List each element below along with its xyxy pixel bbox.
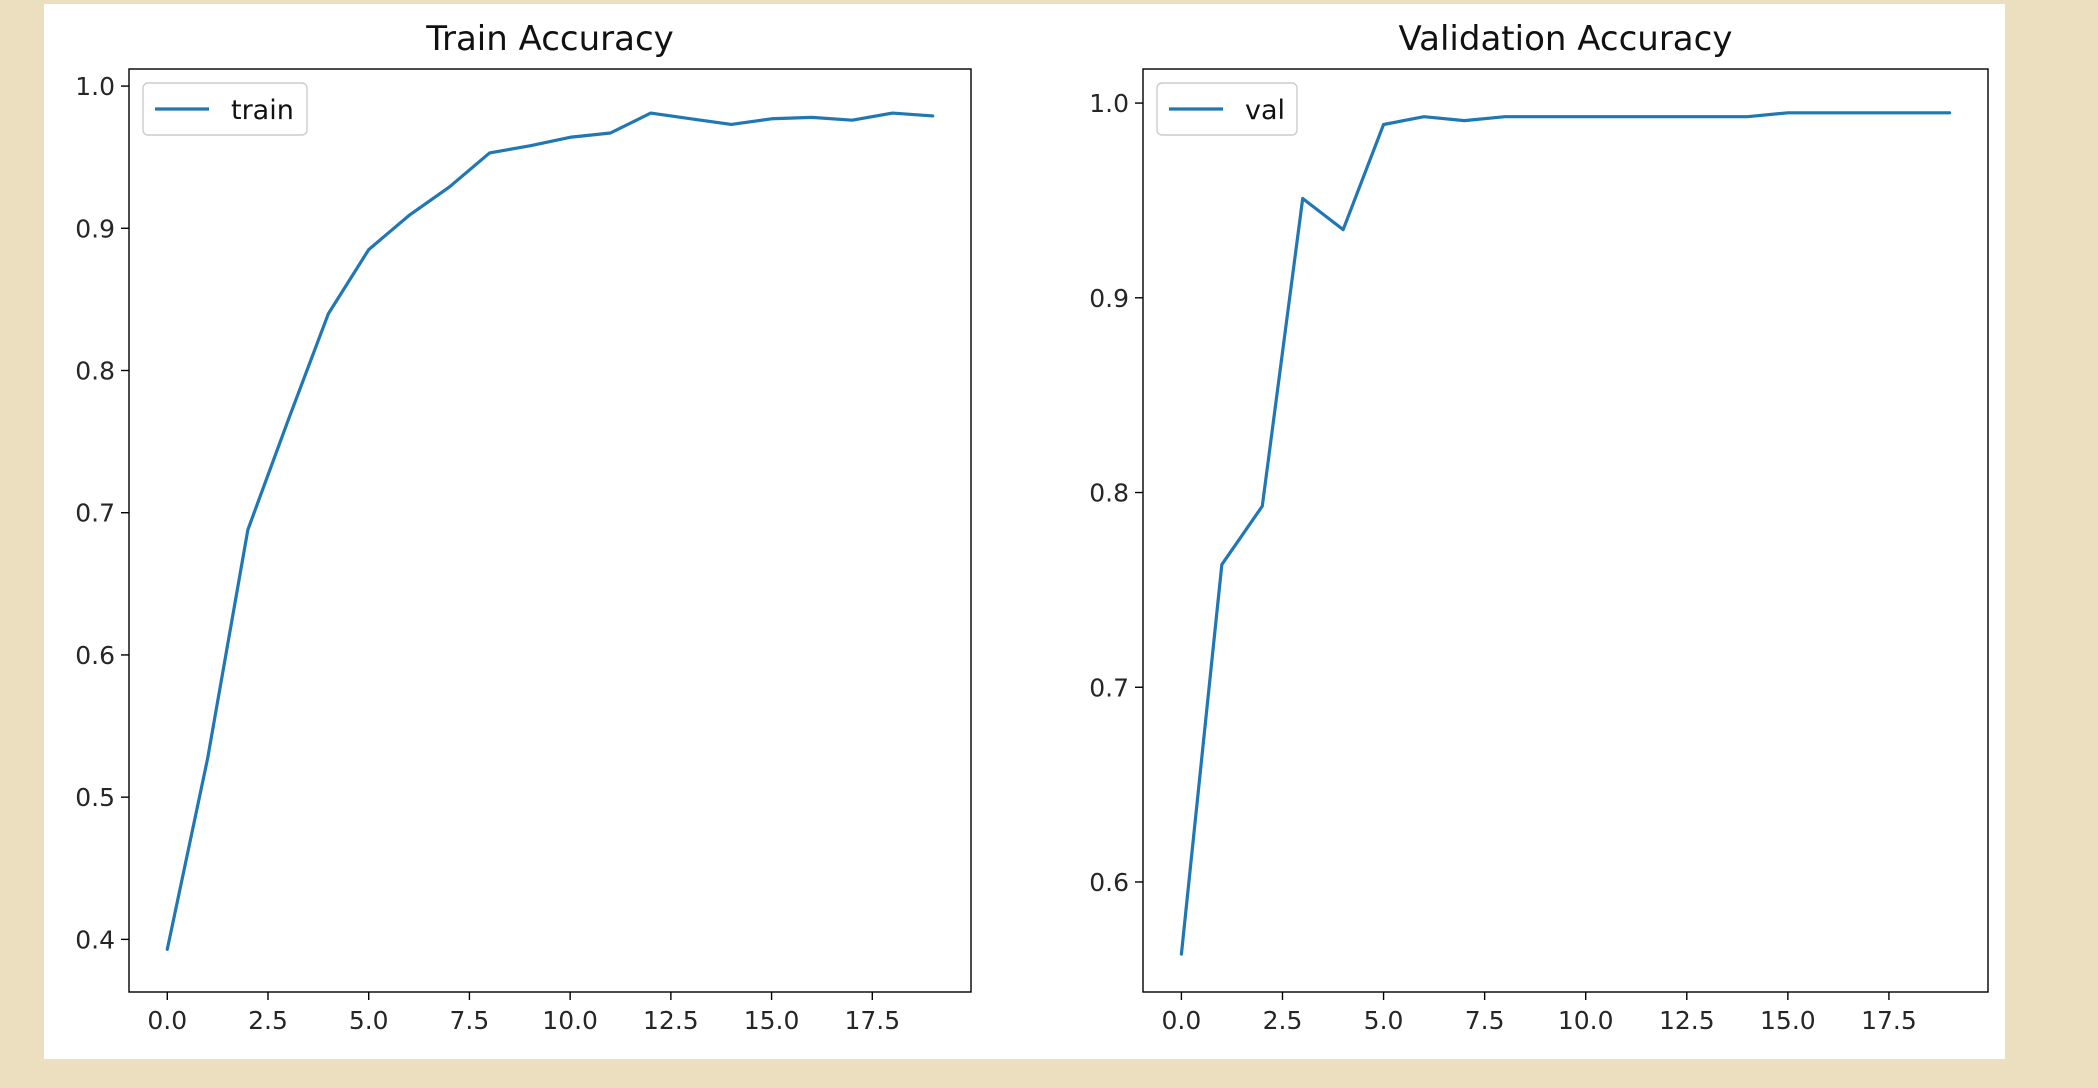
y-tick-label: 0.5: [75, 783, 115, 812]
chart-title: Train Accuracy: [425, 19, 674, 59]
chart-title: Validation Accuracy: [1399, 19, 1733, 59]
x-tick-label: 15.0: [744, 1006, 800, 1035]
plot-area-frame: [128, 68, 972, 993]
x-tick-label: 10.0: [1558, 1006, 1614, 1035]
x-tick-label: 12.5: [643, 1006, 699, 1035]
series-line-val: [1179, 111, 1952, 956]
y-tick-label: 0.9: [1089, 284, 1129, 313]
x-tick-label: 7.5: [450, 1006, 490, 1035]
legend-box: [1156, 82, 1298, 136]
x-tick-label: 12.5: [1659, 1006, 1715, 1035]
y-tick-label: 0.4: [75, 925, 115, 954]
legend-label: val: [1245, 95, 1285, 126]
y-tick-label: 0.8: [75, 357, 115, 386]
y-tick-label: 0.6: [1089, 868, 1129, 897]
y-tick-label: 0.8: [1089, 479, 1129, 508]
x-tick-label: 2.5: [248, 1006, 288, 1035]
y-tick-label: 0.7: [75, 499, 115, 528]
y-tick-label: 0.7: [1089, 673, 1129, 702]
figure: Train Accuracy 0.0 2.5 5.0 7.5 10.0 12.5 15.0 1…: [44, 4, 2005, 1059]
series-line-train: [165, 111, 935, 951]
x-tick-label: 17.5: [1861, 1006, 1917, 1035]
y-tick-label: 1.0: [1089, 89, 1129, 118]
x-tick-label: 7.5: [1465, 1006, 1505, 1035]
plot-area-frame: [1142, 68, 1989, 993]
validation-accuracy-panel: Validation Accuracy 0.0 2.5 5.0 7.5 10.0 12.5…: [1089, 19, 1989, 1035]
chart-canvas: Train Accuracy 0.0 2.5 5.0 7.5 10.0 12.5 15.0 1…: [75, 19, 1989, 1035]
x-tick-label: 2.5: [1263, 1006, 1303, 1035]
x-tick-label: 5.0: [1364, 1006, 1404, 1035]
legend-label: train: [231, 95, 294, 126]
x-tick-label: 0.0: [147, 1006, 187, 1035]
legend-box: [142, 82, 308, 136]
train-accuracy-panel: Train Accuracy 0.0 2.5 5.0 7.5 10.0 12.5 15.0 1…: [75, 19, 972, 1035]
x-tick-label: 10.0: [542, 1006, 598, 1035]
x-tick-label: 5.0: [349, 1006, 389, 1035]
x-tick-label: 17.5: [844, 1006, 900, 1035]
y-tick-label: 1.0: [75, 72, 115, 101]
x-tick-label: 0.0: [1162, 1006, 1202, 1035]
y-tick-label: 0.9: [75, 214, 115, 243]
x-tick-label: 15.0: [1760, 1006, 1816, 1035]
y-tick-label: 0.6: [75, 641, 115, 670]
